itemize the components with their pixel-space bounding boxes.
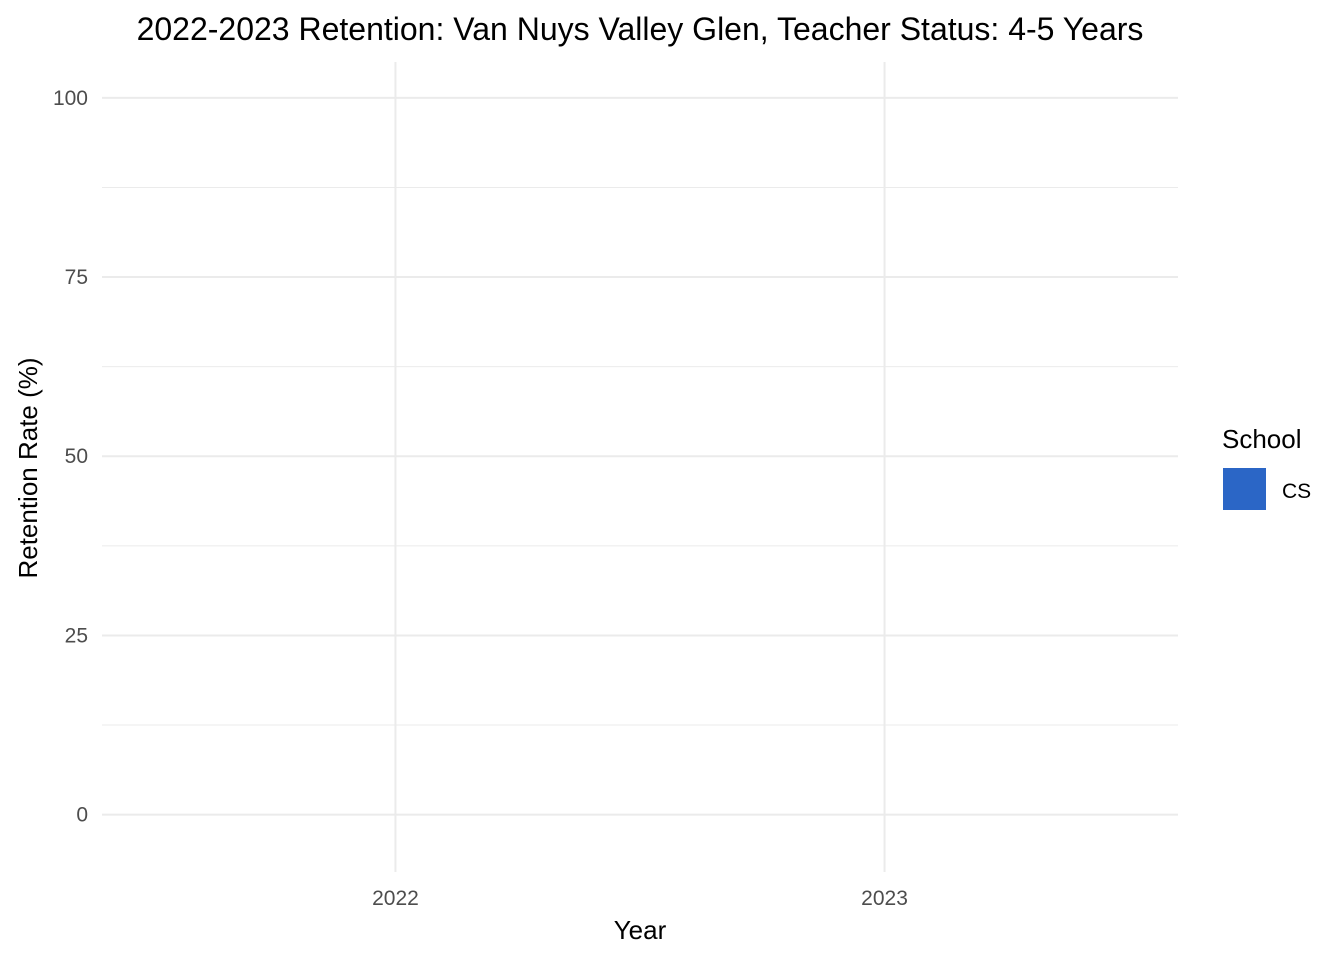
legend-title: School [1222,424,1302,454]
x-tick-label: 2022 [372,887,419,910]
legend: School CS [1222,424,1311,510]
y-tick-label: 75 [65,266,88,289]
y-axis-ticks: 0 25 50 75 100 [53,87,88,827]
grid [102,62,1178,872]
y-tick-label: 50 [65,445,88,468]
legend-items: CS [1223,468,1311,510]
y-axis-title: Retention Rate (%) [13,357,43,578]
legend-swatch [1223,468,1266,510]
legend-label: CS [1282,480,1311,503]
x-tick-label: 2023 [861,887,908,910]
y-tick-label: 0 [76,804,88,827]
chart-title: 2022-2023 Retention: Van Nuys Valley Gle… [137,11,1144,47]
y-tick-label: 25 [65,624,88,647]
x-axis-title: Year [614,915,667,945]
y-tick-label: 100 [53,87,88,110]
x-axis-ticks: 2022 2023 [372,887,908,910]
